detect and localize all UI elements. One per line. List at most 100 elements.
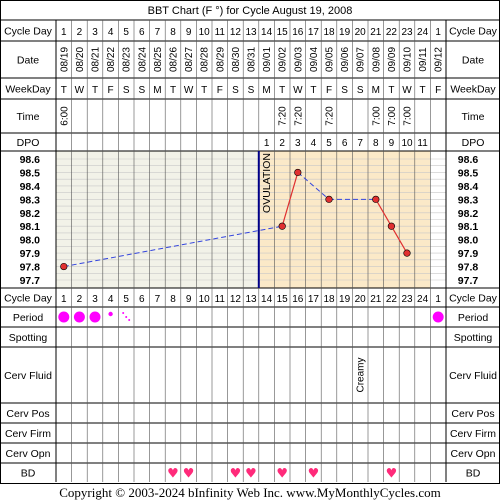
cycle-day-bottom-value: 8	[170, 294, 176, 305]
time-value: 7:20	[278, 106, 289, 126]
y-tick-right: 98.3	[458, 194, 479, 206]
y-tick-right: 97.7	[458, 275, 479, 287]
weekday-label-right: WeekDay	[450, 84, 496, 96]
temp-gap-line	[63, 225, 283, 268]
bbt-chart: BBT Chart (F °) for Cycle August 19, 200…	[0, 0, 500, 484]
bd-heart-icon: ♥	[183, 467, 195, 482]
y-tick-right: 98.0	[458, 235, 479, 247]
temp-gap-line	[297, 172, 330, 200]
dpo-value: 3	[295, 138, 301, 149]
weekday-value: T	[388, 85, 394, 96]
cycle-day-bottom-value: 18	[323, 294, 335, 305]
dpo-value: 7	[357, 138, 363, 149]
cycle-day-value: 11	[215, 27, 226, 38]
cycle-day-bottom-value: 15	[277, 294, 289, 305]
date-value: 08/29	[215, 47, 226, 72]
period-marker-dot	[128, 319, 131, 321]
bd-heart-icon: ♥	[386, 467, 398, 482]
spotting-label-right: Spotting	[454, 332, 493, 344]
y-tick-right: 98.1	[458, 221, 479, 233]
weekday-value: T	[61, 85, 67, 96]
date-value: 09/09	[387, 47, 398, 72]
date-value: 09/12	[434, 47, 445, 72]
cycle-day-bottom-value: 4	[108, 294, 114, 305]
date-value: 08/27	[184, 47, 195, 72]
time-value: 7:00	[403, 106, 414, 126]
y-tick-left: 98.6	[20, 154, 41, 166]
date-value: 09/01	[262, 47, 273, 72]
temp-point	[325, 195, 333, 203]
cycle-day-value: 4	[108, 27, 114, 38]
y-tick-left: 98.3	[20, 194, 41, 206]
period-marker-small	[108, 311, 113, 317]
weekday-value: T	[310, 85, 316, 96]
weekday-value: S	[138, 85, 145, 96]
period-marker-large	[432, 311, 444, 323]
y-tick-right: 98.4	[458, 181, 479, 193]
cerv-fluid-label-right: Cerv Fluid	[449, 370, 497, 382]
cycle-day-bottom-value: 14	[261, 294, 273, 305]
cycle-day-bottom-value: 19	[339, 294, 351, 305]
cycle-day-bottom-value: 1	[435, 294, 441, 305]
date-value: 09/04	[309, 47, 320, 72]
cycle-day-bottom-value: 13	[245, 294, 257, 305]
weekday-label-left: WeekDay	[5, 84, 51, 96]
cycle-day-value: 5	[123, 27, 129, 38]
y-tick-left: 98.0	[20, 235, 41, 247]
y-tick-left: 98.2	[20, 208, 41, 220]
weekday-value: W	[402, 85, 412, 96]
bd-heart-icon: ♥	[308, 467, 320, 482]
cycle-day-value: 12	[230, 27, 242, 38]
cycle-day-bottom-value: 22	[386, 294, 398, 305]
cycle-day-bottom-value: 7	[155, 294, 161, 305]
cerv-opn-label-right: Cerv Opn	[451, 448, 496, 460]
time-value: 7:00	[371, 106, 382, 126]
date-value: 08/23	[122, 47, 133, 72]
time-label-right: Time	[462, 111, 485, 123]
date-value: 08/31	[247, 47, 258, 72]
y-tick-right: 98.5	[458, 167, 479, 179]
cycle-day-value: 19	[339, 27, 351, 38]
date-value: 08/22	[106, 47, 117, 72]
weekday-value: T	[201, 85, 207, 96]
cycle-day-value: 1	[435, 27, 441, 38]
cycle-day-bottom-label-right: Cycle Day	[449, 293, 498, 305]
date-value: 09/06	[340, 47, 351, 72]
cycle-day-value: 22	[386, 27, 398, 38]
cycle-day-bottom-value: 17	[308, 294, 320, 305]
cycle-day-bottom-value: 12	[230, 294, 242, 305]
time-label-left: Time	[17, 111, 40, 123]
bd-heart-icon: ♥	[276, 467, 288, 482]
cerv-opn-label-left: Cerv Opn	[6, 448, 51, 460]
cycle-day-bottom-value: 21	[370, 294, 382, 305]
cycle-day-bottom-value: 11	[215, 294, 226, 305]
y-tick-left: 98.5	[20, 167, 41, 179]
ovulation-label: OVULATION	[261, 153, 273, 213]
cerv-firm-label-right: Cerv Firm	[450, 428, 496, 440]
bd-label-right: BD	[466, 468, 481, 480]
weekday-value: M	[372, 85, 380, 96]
period-label-left: Period	[13, 312, 44, 324]
date-value: 08/21	[91, 47, 102, 72]
cycle-day-label-right: Cycle Day	[449, 26, 498, 38]
cycle-day-value: 24	[417, 27, 429, 38]
time-value: 7:20	[325, 106, 336, 126]
cycle-day-value: 23	[401, 27, 413, 38]
cycle-day-value: 13	[245, 27, 257, 38]
y-tick-right: 97.9	[458, 248, 479, 260]
bd-label-left: BD	[21, 468, 36, 480]
spotting-label-left: Spotting	[9, 332, 48, 344]
cycle-day-bottom-value: 3	[92, 294, 98, 305]
cycle-day-value: 14	[261, 27, 273, 38]
dpo-value: 8	[373, 138, 379, 149]
cycle-day-bottom-value: 24	[417, 294, 429, 305]
y-tick-right: 97.8	[458, 262, 479, 274]
period-marker-large	[73, 311, 85, 323]
weekday-value: M	[153, 85, 161, 96]
period-marker-large	[58, 311, 70, 323]
period-marker-large	[89, 311, 101, 323]
y-tick-right: 98.6	[458, 154, 479, 166]
temp-point	[60, 262, 68, 271]
temp-line	[375, 199, 392, 227]
weekday-value: W	[293, 85, 303, 96]
